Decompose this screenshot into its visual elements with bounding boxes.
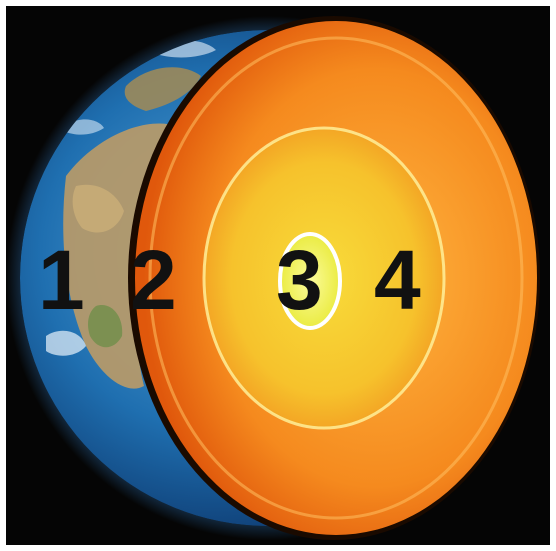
layer-label-4: 4 [374, 233, 421, 327]
inner-core-layer [278, 232, 342, 330]
layer-label-1: 1 [38, 233, 85, 327]
layer-label-3: 3 [276, 233, 323, 327]
earth-illustration [6, 16, 540, 540]
earth-layers-diagram: 1 2 3 4 [6, 6, 550, 545]
layer-label-2: 2 [130, 233, 177, 327]
